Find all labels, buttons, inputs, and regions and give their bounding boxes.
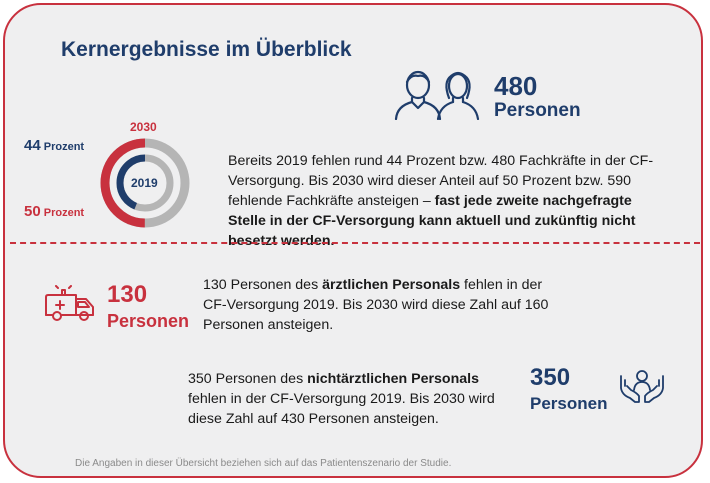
label-2030-num: 50 (24, 203, 41, 220)
nonmedical-text-before: 350 Personen des (188, 371, 308, 387)
medical-unit: Personen (107, 311, 190, 331)
people-icon (394, 70, 480, 120)
label-2019-unit: Prozent (40, 141, 85, 153)
medical-number: 130 (107, 281, 148, 308)
ring-chart (100, 138, 190, 228)
nonmedical-text-bold: nichtärztlichen Personals (307, 371, 479, 387)
footnote: Die Angaben in dieser Übersicht beziehen… (75, 458, 452, 469)
summary-text-plain: Bereits 2019 fehlen rund 44 Prozent bzw.… (228, 153, 654, 209)
ring-2019-arc (116, 154, 174, 212)
medical-text-bold: ärztlichen Personals (322, 277, 461, 293)
nonmedical-unit: Personen (530, 394, 608, 413)
label-2019-percent: 44 Prozent (24, 137, 84, 154)
label-2030-percent: 50 Prozent (24, 203, 84, 220)
medical-text: 130 Personen des ärztlichen Personals fe… (203, 275, 563, 335)
top-stat-number: 480 (494, 71, 538, 101)
medical-text-after: fehlen in der CF-Versorgung 2019. Bis 20… (203, 277, 549, 333)
page-title: Kernergebnisse im Überblick (61, 38, 352, 61)
care-hands-icon (620, 370, 664, 403)
nonmedical-text: 350 Personen des nichtärztlichen Persona… (188, 369, 518, 429)
ambulance-icon (45, 285, 94, 321)
label-2019-num: 44 (24, 137, 41, 154)
ring-year-inner: 2019 (131, 176, 158, 190)
summary-text: Bereits 2019 fehlen rund 44 Prozent bzw.… (228, 151, 658, 251)
infographic-card (3, 3, 703, 478)
nonmedical-number: 350 (530, 364, 571, 391)
dashed-divider (10, 242, 700, 244)
top-stat-unit: Personen (494, 100, 581, 121)
summary-text-bold: fast jede zweite nachgefragte Stelle in … (228, 193, 636, 249)
nonmedical-text-after: fehlen in der CF-Versorgung 2019. Bis 20… (188, 391, 495, 427)
label-2030-unit: Prozent (40, 207, 85, 219)
medical-text-before: 130 Personen des (203, 277, 323, 293)
ring-2030-arc (100, 138, 190, 228)
ring-year-outer: 2030 (130, 120, 157, 134)
